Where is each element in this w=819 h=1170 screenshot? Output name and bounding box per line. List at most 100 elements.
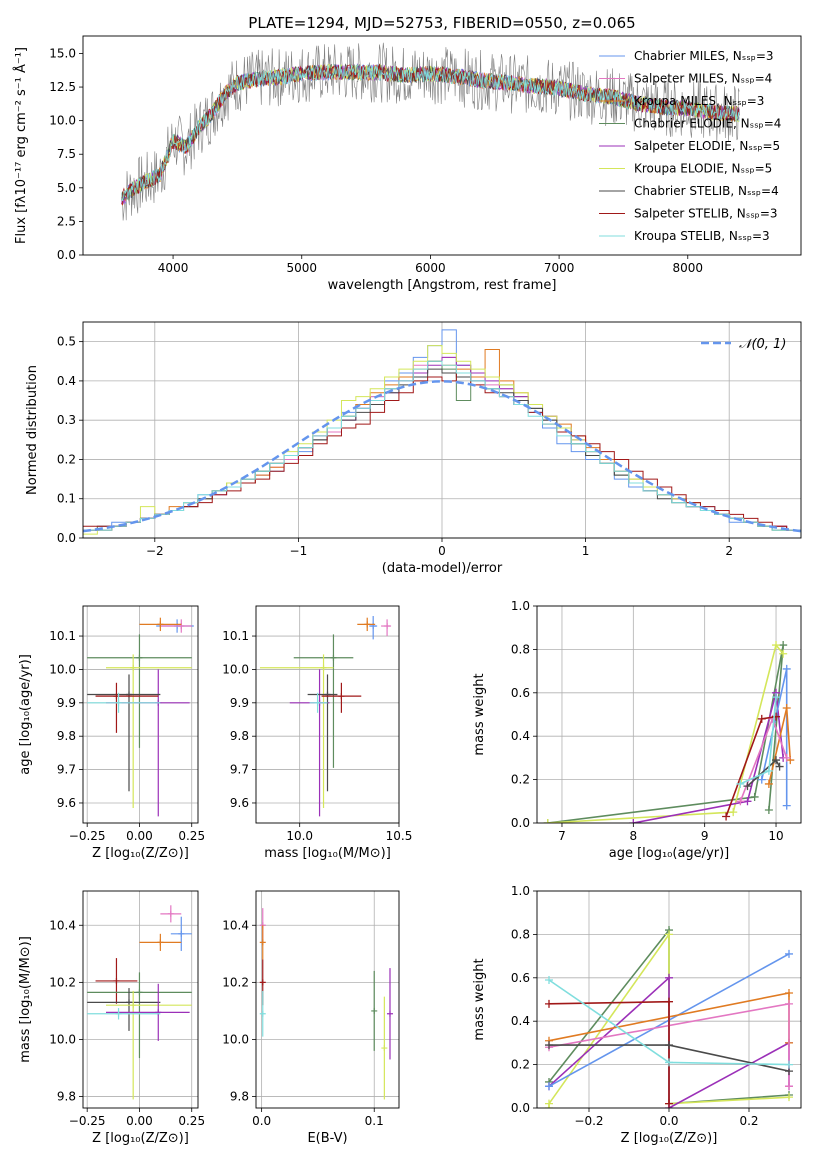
plot-area [83, 329, 801, 538]
weight-marker [775, 762, 784, 771]
x-tick-label: 0.25 [178, 1114, 205, 1128]
data-point [157, 621, 164, 628]
x-axis-label: wavelength [Angstrom, rest frame] [328, 278, 557, 293]
data-point [178, 930, 185, 937]
data-point [115, 699, 122, 706]
y-tick-label: 10.2 [49, 975, 76, 989]
y-axis-label: Flux [fλ10⁻¹⁷ erg cm⁻² s⁻¹ Å⁻¹] [13, 47, 29, 244]
panel-mass-weight-vs-Z: −0.2 0.0 0.2 0.0 0.2 0.4 0.6 0.8 1.0 Z [log₁₀(Z/Z… [472, 884, 802, 1146]
x-axis-label: E(B-V) [307, 1131, 347, 1146]
x-tick-label: 0.00 [126, 829, 153, 843]
y-tick-label: 7.5 [57, 147, 76, 161]
weight-marker [785, 949, 793, 958]
y-tick-label: 9.8 [230, 729, 249, 743]
y-axis-label: Normed distribution [25, 365, 40, 495]
x-tick-label: 2 [725, 544, 733, 558]
y-tick-label: 9.7 [57, 763, 76, 777]
legend-entry: Kroupa STELIB, Nₛₛₚ=3 [634, 229, 770, 243]
weight-marker [665, 930, 673, 939]
y-tick-label: 1.0 [511, 884, 530, 898]
y-tick-label: 0.6 [511, 971, 530, 985]
y-axis-label: mass weight [472, 958, 487, 1040]
panel-spectrum: 4000 5000 6000 7000 8000 0.0 2.5 5.0 7.5 10.0 12.5… [13, 14, 802, 293]
weight-marker [665, 997, 673, 1006]
x-tick-label: 9 [701, 829, 709, 843]
axes-frame [82, 321, 802, 539]
weight-line [547, 644, 784, 823]
y-tick-label: 15.0 [49, 46, 76, 60]
weight-marker [545, 1041, 553, 1050]
chart-title: PLATE=1294, MJD=52753, FIBERID=0550, z=0… [248, 14, 635, 32]
weight-marker [772, 756, 781, 765]
weight-marker [785, 988, 793, 997]
weight-marker [782, 703, 791, 712]
x-tick-label: 0.0 [659, 1114, 678, 1128]
x-tick-label: 7000 [544, 261, 575, 275]
y-tick-label: 10.0 [222, 1032, 249, 1046]
axes-frame [255, 890, 400, 1109]
legend-entry: Chabrier ELODIE, Nₛₛₚ=4 [634, 117, 781, 131]
axes-frame [82, 605, 199, 824]
x-tick-label: −0.2 [574, 1114, 603, 1128]
panel-age-vs-Z: −0.25 0.00 0.25 9.6 9.7 9.8 9.9 10.0 10.1 Z [log₁… [18, 605, 205, 861]
y-tick-label: 10.4 [49, 918, 76, 932]
x-axis-label: age [log₁₀(age/yr)] [609, 846, 730, 861]
histogram-step [83, 360, 801, 538]
y-tick-label: 10.1 [49, 629, 76, 643]
data-point [136, 654, 143, 661]
y-tick-label: 0.5 [57, 335, 76, 349]
x-tick-label: 0.0 [252, 1114, 271, 1128]
panel-mass-vs-Z: −0.25 0.00 0.25 9.8 10.0 10.2 10.4 Z [log₁₀(Z/Z… [18, 890, 205, 1146]
y-axis-label: mass [log₁₀(M/M⊙)] [18, 936, 33, 1063]
y-tick-label: 0.8 [511, 642, 530, 656]
y-tick-label: 10.4 [222, 918, 249, 932]
x-axis-label: mass [log₁₀(M/M⊙)] [264, 846, 391, 861]
data-point [338, 693, 345, 700]
weight-marker [543, 819, 552, 823]
legend: 𝒩(0, 1) [701, 337, 786, 352]
weight-marker [750, 792, 759, 801]
x-tick-label: −0.25 [69, 829, 106, 843]
weight-marker [772, 693, 781, 702]
y-tick-label: 0.2 [57, 452, 76, 466]
weight-marker [785, 1093, 793, 1102]
data-point [259, 1010, 266, 1017]
y-tick-label: 0.0 [511, 816, 530, 830]
panel-age-vs-mass: 10.0 10.5 9.6 9.7 9.8 9.9 10.0 10.1 mass [log₁₀(… [222, 605, 412, 861]
weight-marker [743, 782, 752, 791]
data-point [384, 623, 391, 630]
x-tick-label: 0.1 [365, 1114, 384, 1128]
weight-marker [782, 664, 791, 673]
y-tick-label: 9.9 [57, 696, 76, 710]
y-tick-label: 9.8 [230, 1090, 249, 1104]
data-point [155, 1009, 162, 1016]
weight-marker [629, 819, 638, 823]
legend-entry: Salpeter STELIB, Nₛₛₚ=3 [634, 207, 778, 221]
plot-area [259, 908, 393, 1100]
legend-entry: Chabrier MILES, Nₛₛₚ=3 [634, 49, 774, 63]
weight-marker [779, 649, 788, 658]
x-tick-label: 10 [768, 829, 783, 843]
axes-frame [536, 890, 802, 1109]
legend-entry: Chabrier STELIB, Nₛₛₚ=4 [634, 184, 779, 198]
x-tick-label: −1 [290, 544, 308, 558]
legend-entry: 𝒩(0, 1) [739, 337, 786, 352]
data-point [167, 910, 174, 917]
x-tick-label: 8000 [672, 261, 703, 275]
y-tick-label: 5.0 [57, 181, 76, 195]
plot-area [121, 42, 740, 221]
y-tick-label: 0.0 [57, 248, 76, 262]
data-point [115, 1010, 122, 1017]
weight-marker [782, 753, 791, 762]
y-tick-label: 9.6 [57, 796, 76, 810]
weight-marker [736, 779, 745, 788]
weight-marker [785, 1082, 793, 1091]
plot-area [543, 641, 795, 823]
y-tick-label: 9.7 [230, 763, 249, 777]
y-tick-label: 9.9 [230, 696, 249, 710]
y-tick-label: 2.5 [57, 214, 76, 228]
y-tick-label: 12.5 [49, 80, 76, 94]
plot-area [87, 617, 194, 817]
axes-frame [82, 890, 199, 1109]
